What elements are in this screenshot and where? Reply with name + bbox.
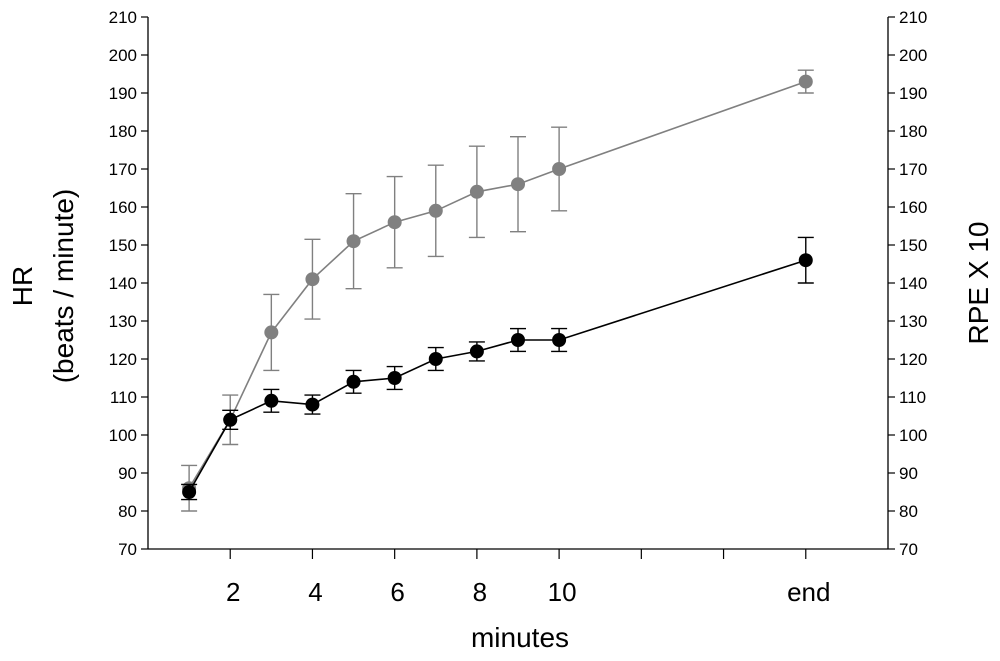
x-tick-label: 4 [308, 577, 322, 607]
series-line [188, 259, 807, 493]
y-tick-label-right: 170 [899, 160, 927, 179]
data-point [264, 393, 279, 408]
data-point [305, 397, 320, 412]
y-tick-label-left: 150 [109, 236, 137, 255]
x-tick-label: end [787, 577, 830, 607]
y-tick-label-right: 130 [899, 312, 927, 331]
series-rpe [181, 69, 814, 512]
y-tick-label-right: 200 [899, 46, 927, 65]
y-tick-label-right: 150 [899, 236, 927, 255]
y-tick-label-right: 90 [899, 464, 918, 483]
y-tick-label-right: 70 [899, 540, 918, 559]
y-tick-label-left: 120 [109, 350, 137, 369]
y-tick-label-left: 130 [109, 312, 137, 331]
y-tick-label-right: 180 [899, 122, 927, 141]
y-tick-label-right: 110 [899, 388, 926, 407]
data-point [511, 333, 525, 347]
data-point [387, 371, 402, 385]
series-line [188, 80, 807, 489]
y-tick-label-left: 160 [109, 198, 137, 217]
y-axis-title-right: RPE X 10 [963, 222, 994, 345]
series-hr [181, 236, 814, 501]
y-tick-label-right: 140 [899, 274, 927, 293]
data-point [264, 325, 279, 340]
y-tick-label-left: 180 [109, 122, 137, 141]
x-tick-label: 2 [226, 577, 240, 607]
data-point [469, 184, 484, 199]
data-point [305, 272, 320, 287]
data-point [552, 162, 567, 176]
y-tick-label-right: 160 [899, 198, 927, 217]
y-tick-label-right: 210 [899, 8, 927, 27]
series-layer [181, 69, 814, 512]
data-point [798, 253, 813, 268]
y-tick-label-left: 110 [110, 388, 137, 407]
y-tick-label-right: 190 [899, 84, 927, 103]
y-tick-label-left: 90 [118, 464, 137, 483]
x-tick-label: 10 [548, 577, 577, 607]
y-axis-title-left-line2: (beats / minute) [48, 189, 79, 384]
y-tick-label-left: 80 [118, 502, 137, 521]
y-tick-label-left: 170 [109, 160, 137, 179]
x-tick-label: 8 [473, 577, 487, 607]
data-point [511, 177, 525, 192]
y-tick-label-right: 80 [899, 502, 918, 521]
y-tick-label-left: 210 [109, 8, 137, 27]
x-tick-label: 6 [390, 577, 404, 607]
data-point [223, 412, 238, 427]
y-tick-label-right: 120 [899, 350, 927, 369]
axes: 70 70 80 80 90 90 100 100 110 110 120 120 130 130 140 1… [109, 8, 928, 607]
y-tick-label-left: 140 [109, 274, 137, 293]
data-point [469, 344, 484, 359]
y-tick-label-left: 70 [118, 540, 137, 559]
y-tick-label-left: 190 [109, 84, 137, 103]
data-point [552, 333, 567, 347]
y-axis-title-left-line1: HR [7, 266, 38, 306]
y-tick-label-right: 100 [899, 426, 927, 445]
y-tick-label-left: 100 [109, 426, 137, 445]
data-point [387, 215, 402, 230]
data-point [428, 352, 443, 366]
y-tick-label-left: 200 [109, 46, 137, 65]
data-point [798, 74, 813, 89]
data-point [428, 203, 443, 218]
data-point [346, 234, 361, 249]
data-point [182, 485, 197, 499]
x-axis-title: minutes [471, 622, 569, 653]
data-point [346, 374, 361, 389]
